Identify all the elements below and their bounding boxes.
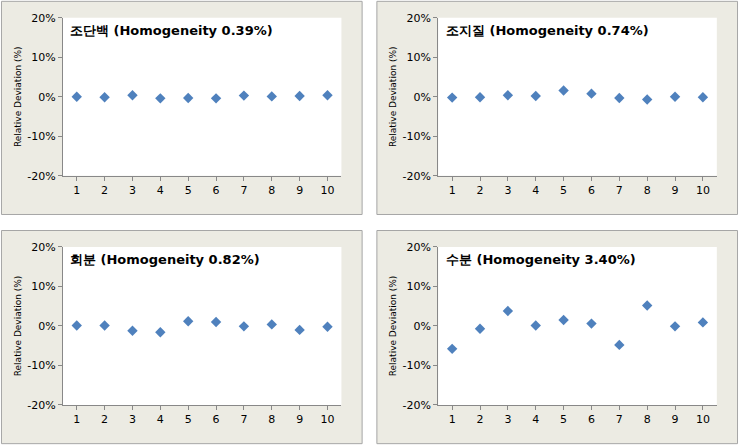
- svg-text:2: 2: [101, 413, 108, 426]
- svg-text:3: 3: [504, 184, 511, 197]
- svg-text:1: 1: [449, 184, 456, 197]
- svg-text:6: 6: [588, 184, 595, 197]
- svg-text:10%: 10%: [407, 51, 431, 64]
- svg-text:8: 8: [268, 184, 275, 197]
- svg-text:1: 1: [449, 413, 456, 426]
- svg-text:7: 7: [240, 184, 247, 197]
- svg-text:-10%: -10%: [27, 130, 55, 143]
- svg-text:-20%: -20%: [27, 399, 55, 412]
- svg-text:3: 3: [504, 413, 511, 426]
- svg-text:8: 8: [644, 184, 651, 197]
- svg-text:6: 6: [213, 413, 220, 426]
- svg-text:0%: 0%: [38, 320, 55, 333]
- svg-text:조지질 (Homogeneity 0.74%): 조지질 (Homogeneity 0.74%): [446, 23, 649, 38]
- svg-text:0%: 0%: [414, 320, 431, 333]
- svg-text:-20%: -20%: [403, 399, 431, 412]
- svg-text:7: 7: [240, 413, 247, 426]
- svg-text:10: 10: [696, 184, 710, 197]
- svg-text:5: 5: [560, 184, 567, 197]
- svg-text:4: 4: [532, 413, 539, 426]
- svg-text:0%: 0%: [38, 91, 55, 104]
- svg-text:10%: 10%: [31, 51, 55, 64]
- svg-text:8: 8: [268, 413, 275, 426]
- svg-text:6: 6: [588, 413, 595, 426]
- svg-text:5: 5: [560, 413, 567, 426]
- svg-text:10: 10: [320, 413, 334, 426]
- svg-text:1: 1: [73, 413, 80, 426]
- svg-text:1: 1: [73, 184, 80, 197]
- svg-text:7: 7: [616, 184, 623, 197]
- svg-text:9: 9: [672, 413, 679, 426]
- svg-text:9: 9: [672, 184, 679, 197]
- svg-text:4: 4: [157, 413, 164, 426]
- svg-text:6: 6: [213, 184, 220, 197]
- svg-text:조단백 (Homogeneity 0.39%): 조단백 (Homogeneity 0.39%): [70, 23, 273, 38]
- svg-text:4: 4: [157, 184, 164, 197]
- svg-text:20%: 20%: [407, 12, 431, 25]
- svg-text:20%: 20%: [31, 12, 55, 25]
- svg-text:2: 2: [477, 184, 484, 197]
- svg-text:Relative Deviation (%): Relative Deviation (%): [13, 46, 23, 147]
- svg-text:회분 (Homogeneity 0.82%): 회분 (Homogeneity 0.82%): [70, 252, 260, 267]
- svg-text:Relative Deviation (%): Relative Deviation (%): [13, 276, 23, 377]
- svg-text:10%: 10%: [407, 280, 431, 293]
- svg-text:20%: 20%: [31, 241, 55, 254]
- svg-text:5: 5: [185, 413, 192, 426]
- svg-text:-20%: -20%: [403, 170, 431, 183]
- svg-text:-10%: -10%: [27, 359, 55, 372]
- svg-text:10: 10: [696, 413, 710, 426]
- svg-text:10: 10: [320, 184, 334, 197]
- svg-text:Relative Deviation (%): Relative Deviation (%): [388, 276, 398, 377]
- svg-text:4: 4: [532, 184, 539, 197]
- svg-text:20%: 20%: [407, 241, 431, 254]
- svg-text:9: 9: [296, 184, 303, 197]
- svg-text:9: 9: [296, 413, 303, 426]
- svg-text:3: 3: [129, 184, 136, 197]
- svg-text:0%: 0%: [414, 91, 431, 104]
- svg-text:-20%: -20%: [27, 170, 55, 183]
- svg-text:2: 2: [477, 413, 484, 426]
- svg-text:2: 2: [101, 184, 108, 197]
- svg-text:수분 (Homogeneity 3.40%): 수분 (Homogeneity 3.40%): [446, 252, 636, 267]
- svg-text:10%: 10%: [31, 280, 55, 293]
- svg-text:7: 7: [616, 413, 623, 426]
- svg-text:8: 8: [644, 413, 651, 426]
- svg-text:-10%: -10%: [403, 359, 431, 372]
- svg-text:Relative Deviation (%): Relative Deviation (%): [388, 46, 398, 147]
- svg-text:3: 3: [129, 413, 136, 426]
- svg-text:5: 5: [185, 184, 192, 197]
- svg-text:-10%: -10%: [403, 130, 431, 143]
